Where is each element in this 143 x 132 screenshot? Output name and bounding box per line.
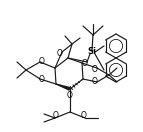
Text: O: O bbox=[81, 112, 87, 121]
Polygon shape bbox=[56, 83, 71, 91]
Text: O: O bbox=[57, 48, 63, 58]
Text: O: O bbox=[92, 65, 98, 74]
Text: O: O bbox=[82, 58, 88, 67]
Text: Si: Si bbox=[88, 48, 97, 56]
Text: O: O bbox=[39, 76, 45, 84]
Text: O: O bbox=[53, 112, 59, 121]
Text: O: O bbox=[39, 56, 45, 65]
Text: O: O bbox=[67, 91, 73, 100]
Text: O: O bbox=[92, 77, 98, 86]
